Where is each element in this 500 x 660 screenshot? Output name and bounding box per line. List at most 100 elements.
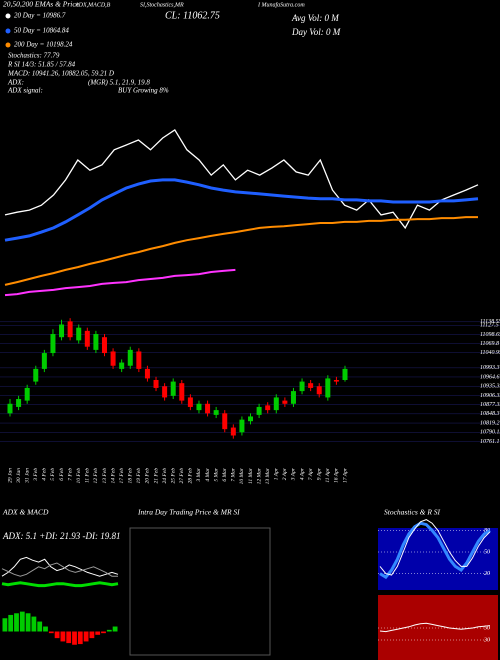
x-tick-label: 4 Apr xyxy=(298,467,305,480)
panel-title: Stochastics & R SI xyxy=(384,508,441,517)
info-text: 20 Day = 10986.7 xyxy=(14,12,66,20)
candle-body xyxy=(50,334,56,354)
panel-title: Intra Day Trading Price & MR SI xyxy=(137,508,240,517)
bar xyxy=(14,613,19,632)
candle-body xyxy=(265,405,271,411)
bar xyxy=(77,631,83,645)
info-text: ADX: xyxy=(7,79,24,87)
candle-body xyxy=(93,334,99,350)
info-text: 200 Day = 10198.24 xyxy=(14,41,73,49)
series-line xyxy=(4,178,479,242)
info-text: ADX signal: xyxy=(7,87,43,95)
series-line xyxy=(4,216,478,286)
candle-body xyxy=(325,378,331,398)
x-tick-label: 10 Feb xyxy=(76,468,82,484)
candle-body xyxy=(119,362,125,369)
x-tick-label: 12 Mar xyxy=(256,467,262,484)
candle-body xyxy=(256,406,262,415)
series-line xyxy=(379,521,491,580)
x-tick-label: 2 Apr xyxy=(282,467,288,480)
candle-body xyxy=(153,380,159,388)
y-tick-label: 10993.3 xyxy=(480,365,500,371)
series-line xyxy=(1,556,119,577)
series-line xyxy=(379,622,491,633)
x-tick-label: 4 Mar xyxy=(204,467,211,481)
y-tick-label: 11138.55 xyxy=(480,319,500,325)
x-tick-label: 29 Jan xyxy=(7,468,13,483)
info-text: Stochastics: 77.79 xyxy=(8,52,60,60)
y-tick-label: 10935.35 xyxy=(480,384,500,390)
candle-body xyxy=(24,387,30,401)
info-text: Day Vol: 0 M xyxy=(291,27,341,37)
candle-body xyxy=(290,391,296,404)
y-tick-label: 10906.35 xyxy=(480,393,500,399)
legend-dot xyxy=(5,42,11,48)
candle-body xyxy=(41,353,47,369)
y-tick-label: 30 xyxy=(483,637,490,643)
y-tick-label: 10790.15 xyxy=(480,430,500,436)
candle-body xyxy=(222,413,228,430)
bar xyxy=(101,631,106,634)
candle-body xyxy=(230,427,236,436)
bar xyxy=(112,626,118,632)
x-tick-label: 1 Apr xyxy=(274,467,280,480)
candle-body xyxy=(76,327,82,341)
bar xyxy=(2,618,8,632)
x-tick-label: 20 Feb xyxy=(145,468,151,484)
candle-body xyxy=(299,381,305,392)
candle-body xyxy=(308,383,314,388)
bar xyxy=(19,611,25,632)
candle-body xyxy=(333,380,339,382)
series-line xyxy=(379,519,491,576)
x-tick-label: 12 Feb xyxy=(93,468,99,484)
x-tick-label: 13 Feb xyxy=(102,468,108,484)
candle-body xyxy=(33,368,39,382)
x-tick-label: 18 Feb xyxy=(128,468,134,484)
y-tick-label: 11127.5 xyxy=(480,323,499,329)
bar xyxy=(48,631,54,634)
candle-body xyxy=(127,349,133,366)
x-tick-label: 4 Feb xyxy=(41,468,48,481)
candle-body xyxy=(67,321,73,338)
bar xyxy=(31,616,37,632)
x-tick-label: 3 Mar xyxy=(196,467,202,482)
x-tick-label: 3 Feb xyxy=(33,468,39,482)
candle-body xyxy=(7,403,13,414)
bar xyxy=(43,626,48,632)
bar xyxy=(106,629,112,632)
bar xyxy=(66,631,72,644)
bar xyxy=(60,631,66,642)
candle-body xyxy=(205,403,211,414)
y-tick-label: 10819.2 xyxy=(480,420,500,426)
series-line xyxy=(4,268,236,297)
x-tick-label: 10 Mar xyxy=(239,467,245,484)
candle-body xyxy=(239,419,245,433)
bar xyxy=(95,631,101,635)
legend-dot xyxy=(5,28,11,34)
panel-bg xyxy=(378,595,498,660)
x-tick-label: 7 Apr xyxy=(308,467,314,480)
candle-body xyxy=(187,397,193,407)
x-tick-label: 28 Feb xyxy=(188,468,194,484)
candle-body xyxy=(282,400,288,404)
x-tick-label: 5 Feb xyxy=(50,468,56,481)
y-tick-label: 50 xyxy=(484,549,490,555)
y-tick-label: 20 xyxy=(484,571,490,577)
x-tick-label: 7 Mar xyxy=(231,467,237,481)
bar xyxy=(83,631,89,642)
candle-body xyxy=(179,383,185,401)
candle-body xyxy=(248,416,254,422)
info-text: R SI 14/3: 51.85 / 57.84 xyxy=(7,61,76,69)
bar xyxy=(37,621,43,632)
info-text: BUY Growing 8% xyxy=(118,87,169,95)
info-text: (MGR) 5.1, 21.9, 19.8 xyxy=(88,79,150,87)
candle-body xyxy=(16,399,22,407)
candle-body xyxy=(84,330,90,347)
candle-body xyxy=(136,351,142,369)
info-text: Avg Vol: 0 M xyxy=(291,13,339,23)
x-tick-label: 21 Feb xyxy=(153,468,159,484)
y-tick-label: 10964.6 xyxy=(480,373,500,380)
candle-body xyxy=(316,386,322,395)
x-tick-label: 9 Apr xyxy=(316,467,322,480)
